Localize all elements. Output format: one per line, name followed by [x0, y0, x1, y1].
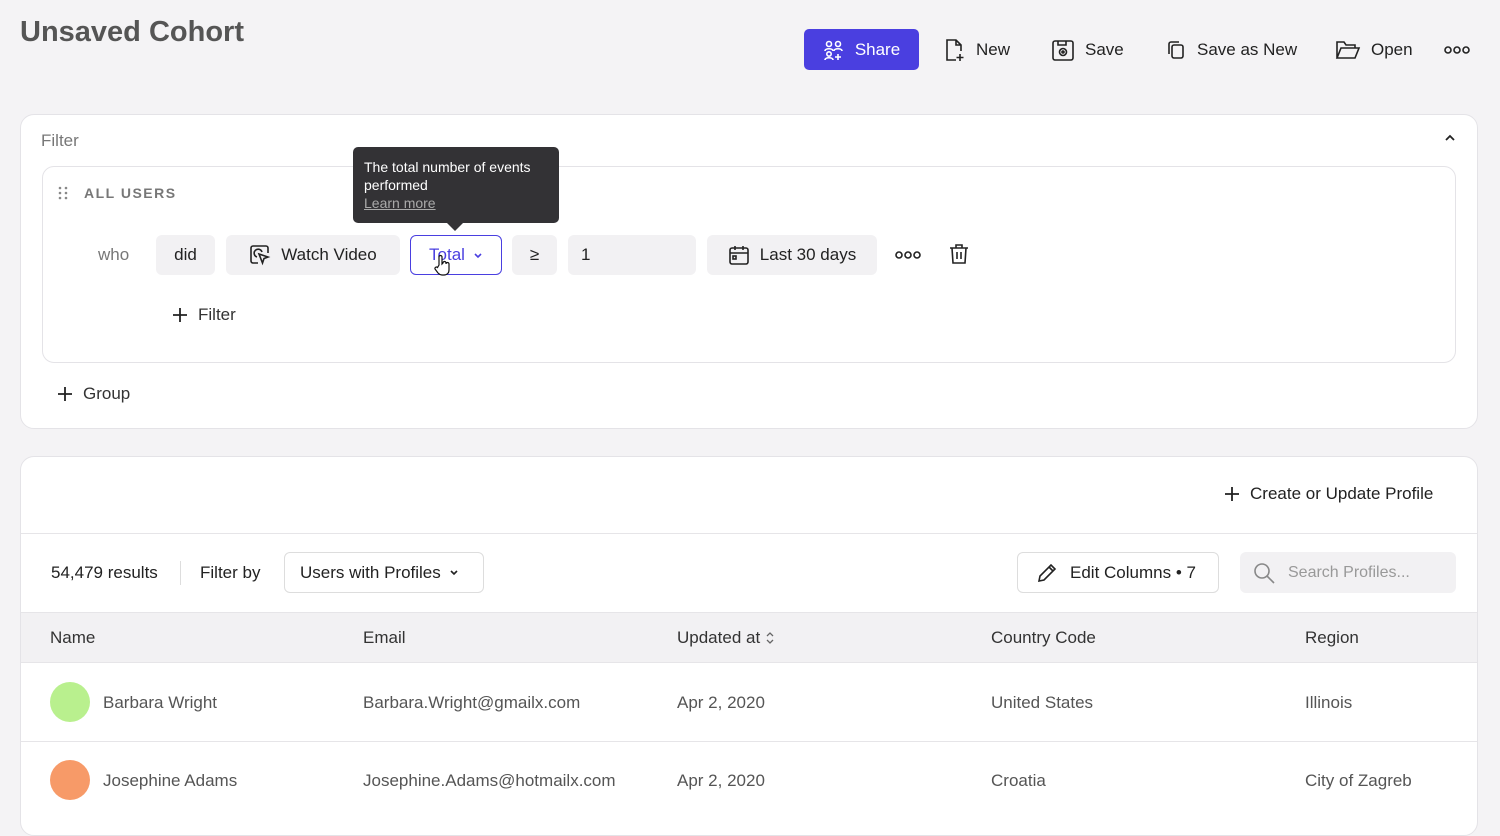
date-range-label: Last 30 days	[759, 245, 857, 264]
share-label: Share	[854, 39, 901, 59]
cell-country: Croatia	[991, 771, 1046, 790]
add-group-button[interactable]: Group	[57, 384, 130, 404]
plus-icon	[57, 386, 73, 402]
profile-filter-select[interactable]: Users with Profiles	[284, 552, 484, 593]
new-button[interactable]: New	[930, 29, 1024, 70]
updated-label: Updated at	[677, 628, 761, 647]
divider	[180, 561, 181, 585]
add-filter-button[interactable]: Filter	[172, 305, 236, 325]
cell-region: City of Zagreb	[1305, 771, 1412, 790]
results-count: 54,479 results	[51, 563, 158, 582]
column-header-country[interactable]: Country Code	[991, 628, 1096, 647]
who-label: who	[98, 245, 130, 264]
sort-icon	[766, 632, 774, 644]
search-profiles-input[interactable]: Search Profiles...	[1240, 552, 1456, 593]
trash-icon[interactable]	[948, 243, 970, 265]
row-more-icon[interactable]	[895, 251, 921, 259]
cell-email: Josephine.Adams@hotmailx.com	[363, 771, 616, 790]
tooltip-arrow	[447, 223, 463, 231]
new-label: New	[976, 39, 1011, 59]
collapse-chevron-icon[interactable]	[1444, 134, 1456, 142]
date-range-select[interactable]: Last 30 days	[707, 235, 877, 275]
avatar	[50, 760, 90, 800]
calendar-icon	[728, 244, 750, 266]
save-disk-icon	[1051, 38, 1075, 62]
save-button[interactable]: Save	[1037, 29, 1138, 70]
cell-updated: Apr 2, 2020	[677, 771, 765, 790]
more-dots-icon	[1444, 45, 1470, 54]
open-label: Open	[1371, 39, 1413, 59]
create-profile-button[interactable]: Create or Update Profile	[1224, 484, 1433, 504]
column-header-email[interactable]: Email	[363, 628, 406, 647]
did-select[interactable]: did	[156, 235, 215, 275]
share-users-icon	[823, 39, 845, 61]
save-label: Save	[1085, 39, 1124, 59]
group-box	[42, 166, 1456, 363]
tooltip-text: The total number of events performed	[364, 159, 531, 193]
cell-name: Josephine Adams	[103, 771, 238, 790]
column-header-updated[interactable]: Updated at	[677, 628, 774, 648]
cell-email: Barbara.Wright@gmailx.com	[363, 693, 581, 712]
cursor-click-icon	[249, 244, 271, 266]
value-input[interactable]: 1	[568, 235, 696, 275]
pencil-icon	[1036, 562, 1058, 584]
save-as-new-button[interactable]: Save as New	[1151, 29, 1311, 70]
divider	[21, 533, 1477, 534]
new-file-icon	[944, 38, 966, 62]
chevron-down-icon	[449, 569, 459, 576]
cell-country: United States	[991, 693, 1094, 712]
hand-cursor-icon	[434, 254, 452, 276]
event-label: Watch Video	[281, 245, 377, 264]
open-button[interactable]: Open	[1321, 29, 1427, 70]
filter-section-label: Filter	[41, 131, 79, 150]
plus-icon	[172, 307, 188, 323]
search-placeholder: Search Profiles...	[1288, 563, 1410, 581]
group-label: ALL USERS	[84, 185, 177, 201]
aggregation-tooltip: The total number of events performed Lea…	[353, 147, 559, 223]
cell-region: Illinois	[1305, 693, 1353, 712]
page-title: Unsaved Cohort	[20, 16, 244, 48]
aggregation-label: Total	[429, 245, 465, 264]
copy-icon	[1165, 39, 1187, 61]
operator-select[interactable]: ≥	[512, 235, 557, 275]
aggregation-select[interactable]: Total	[410, 235, 502, 275]
cell-name: Barbara Wright	[103, 693, 218, 712]
divider	[21, 741, 1477, 742]
share-button[interactable]: Share	[804, 29, 919, 70]
profile-filter-label: Users with Profiles	[300, 562, 441, 582]
add-group-label: Group	[83, 384, 131, 403]
edit-columns-label: Edit Columns • 7	[1070, 562, 1196, 582]
drag-handle-icon[interactable]	[58, 186, 68, 200]
event-select[interactable]: Watch Video	[226, 235, 400, 275]
plus-icon	[1224, 486, 1240, 502]
save-as-new-label: Save as New	[1197, 39, 1298, 59]
add-filter-label: Filter	[198, 305, 236, 324]
more-options-button[interactable]	[1430, 29, 1484, 70]
filter-by-label: Filter by	[200, 563, 261, 582]
chevron-down-icon	[473, 252, 483, 259]
column-header-name[interactable]: Name	[50, 628, 96, 647]
learn-more-link[interactable]: Learn more	[364, 195, 436, 211]
edit-columns-button[interactable]: Edit Columns • 7	[1017, 552, 1219, 593]
create-profile-label: Create or Update Profile	[1250, 484, 1434, 503]
table-header	[21, 612, 1477, 663]
cell-updated: Apr 2, 2020	[677, 693, 765, 712]
avatar	[50, 682, 90, 722]
folder-icon	[1335, 39, 1361, 61]
column-header-region[interactable]: Region	[1305, 628, 1359, 647]
search-icon	[1252, 561, 1276, 585]
